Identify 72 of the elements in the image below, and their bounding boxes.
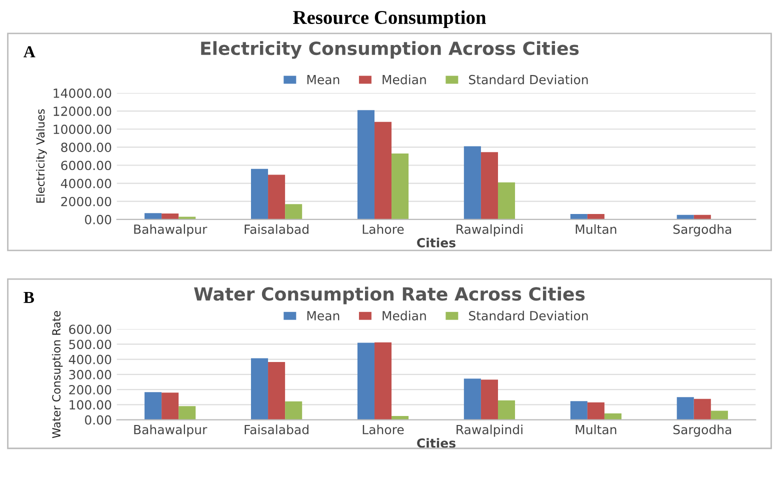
x-tick-label: Multan: [576, 424, 616, 434]
x-tick-label: Faisalabad: [244, 424, 308, 434]
legend-label: Standard Deviation: [469, 74, 588, 84]
text: B: [24, 292, 34, 303]
bar: [250, 168, 268, 220]
bar: [162, 392, 179, 420]
chart-title: Water Consumption Rate Across Cities: [194, 286, 585, 304]
bar: [162, 214, 179, 220]
x-tick-label: Rawalpindi: [456, 224, 522, 236]
bar: [498, 400, 516, 420]
y-tick-label: 0.00: [84, 214, 112, 224]
bar: [285, 204, 302, 220]
x-axis-title: Cities: [417, 438, 456, 448]
y-tick-label: 400.00: [68, 354, 112, 364]
bar: [374, 122, 392, 220]
y-tick-label: 300.00: [69, 370, 112, 380]
bar: [464, 378, 481, 420]
chart-title: Electricity Consumption Across Cities: [201, 41, 579, 59]
bar: [250, 358, 268, 420]
y-tick-label: 4000.00: [60, 178, 112, 188]
text: Resource Consumption: [293, 10, 486, 28]
legend-label: Median: [382, 74, 426, 84]
legend-label: Median: [382, 310, 426, 320]
y-tick-label: 2000.00: [61, 196, 112, 206]
y-tick-label: 600.00: [69, 324, 112, 334]
y-tick-label: 8000.00: [61, 142, 112, 152]
y-axis-title: Electricity Values: [36, 109, 47, 203]
y-tick-label: 500.00: [69, 340, 112, 350]
x-tick-label: Bahawalpur: [134, 224, 208, 236]
bar: [144, 213, 162, 220]
y-tick-label: 14000.00: [54, 88, 112, 98]
x-tick-label: Rawalpindi: [456, 424, 522, 437]
y-tick-label: 100.00: [70, 400, 112, 410]
bar: [694, 398, 711, 420]
bar: [480, 152, 498, 220]
x-tick-label: Lahore: [362, 224, 404, 234]
y-tick-label: 10000.00: [54, 124, 112, 134]
bar: [587, 214, 604, 220]
bar: [178, 406, 196, 420]
legend-label: Standard Deviation: [469, 310, 588, 320]
bar: [268, 362, 286, 420]
x-axis-title: Cities: [417, 238, 456, 248]
x-tick-label: Sargodha: [673, 424, 732, 437]
x-tick-label: Faisalabad: [244, 224, 308, 234]
y-tick-label: 0.00: [84, 415, 112, 425]
bar: [676, 397, 694, 420]
bar: [285, 401, 302, 420]
x-tick-label: Sargodha: [673, 224, 732, 236]
x-tick-label: Bahawalpur: [134, 424, 208, 437]
x-tick-label: Multan: [576, 224, 616, 234]
legend-label: Mean: [307, 75, 340, 84]
bar: [268, 174, 286, 220]
y-tick-label: 6000.00: [61, 160, 112, 170]
bar: [374, 342, 392, 420]
legend-label: Mean: [307, 311, 340, 320]
y-axis-title: Water Consuption Rate: [52, 310, 63, 438]
bar: [392, 154, 409, 220]
x-tick-label: Lahore: [362, 424, 404, 434]
bar: [570, 401, 588, 420]
bar: [498, 182, 516, 220]
bar: [357, 110, 374, 220]
text: A: [24, 46, 36, 58]
bar: [357, 342, 374, 420]
bar: [587, 402, 604, 420]
bar: [144, 392, 162, 420]
bar: [178, 216, 196, 220]
bar: [570, 214, 588, 220]
y-tick-label: 200.00: [69, 385, 112, 394]
bar: [464, 146, 481, 220]
bar: [480, 380, 498, 420]
bar: [710, 410, 728, 420]
y-tick-label: 12000.00: [54, 106, 112, 116]
